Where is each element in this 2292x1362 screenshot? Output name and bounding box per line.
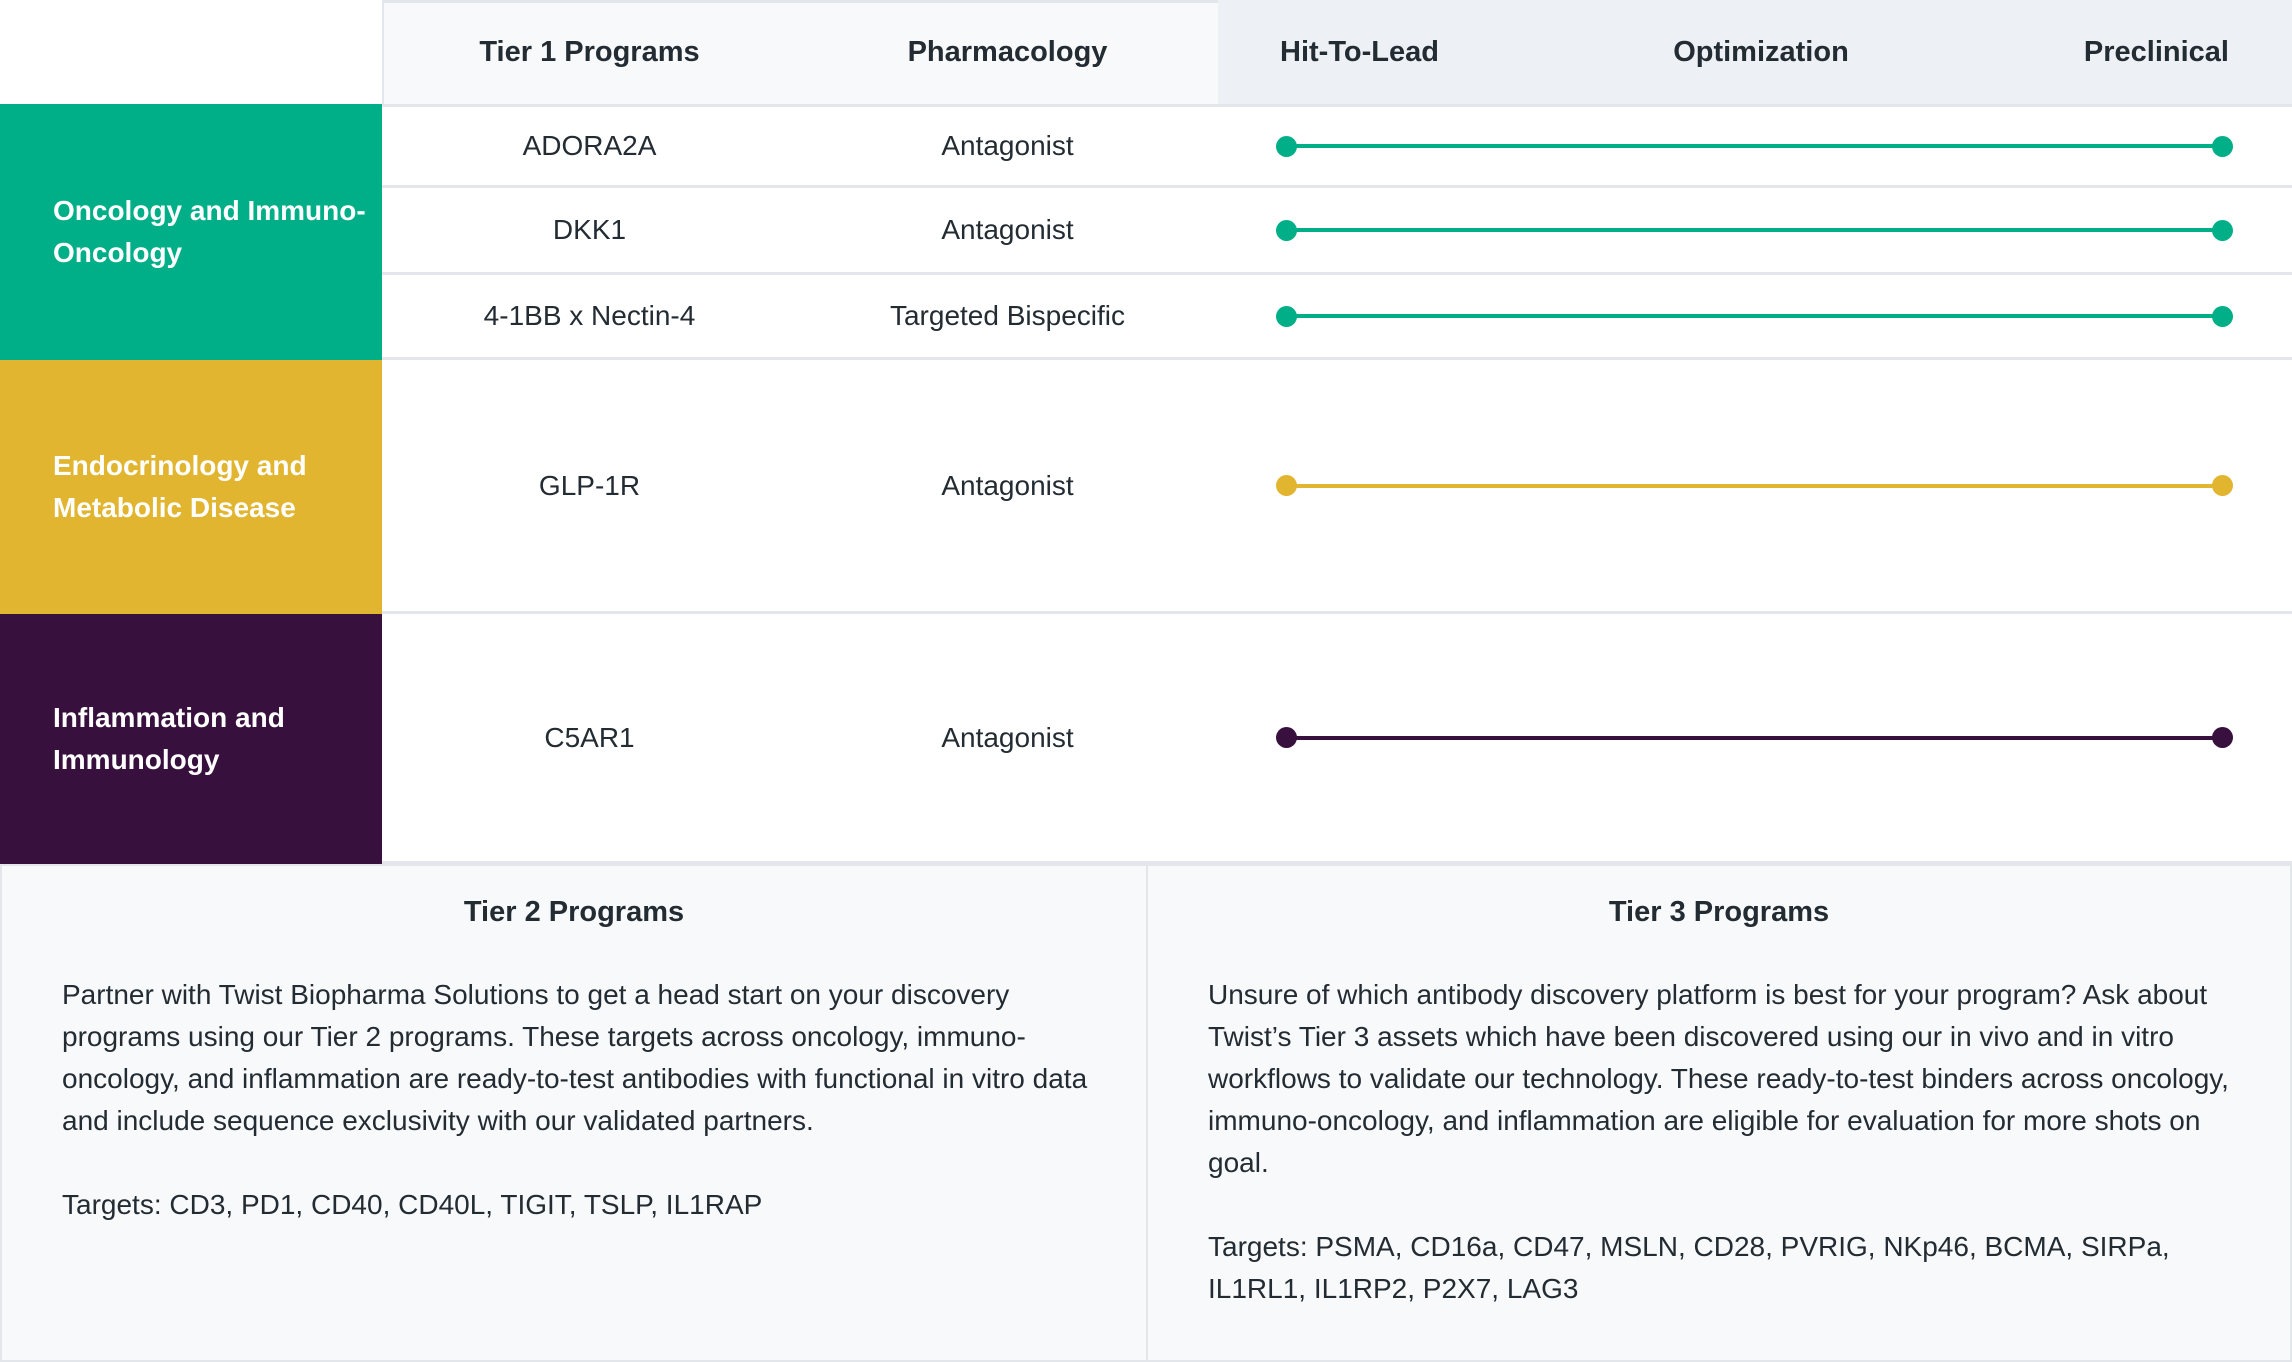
start-dot	[1276, 305, 1297, 327]
group-oncology: Oncology and Immuno-Oncology	[0, 104, 382, 360]
header-stage-hit-to-lead: Hit-To-Lead	[1280, 36, 1439, 68]
end-dot	[2212, 727, 2233, 748]
tier2-panel: Tier 2 Programs Partner with Twist Bioph…	[0, 864, 1148, 1362]
tier2-targets: Targets: CD3, PD1, CD40, CD40L, TIGIT, T…	[62, 1189, 763, 1220]
progress-line	[1286, 735, 2222, 740]
program-pharmacology: Antagonist	[941, 469, 1074, 501]
start-dot	[1276, 219, 1297, 241]
header-pharmacology: Pharmacology	[907, 36, 1108, 68]
tier2-description: Partner with Twist Biopharma Solutions t…	[62, 979, 1088, 1136]
table-header-programs	[382, 0, 1218, 104]
header-stage-preclinical: Preclinical	[2083, 36, 2229, 68]
table-row: GLP-1R Antagonist	[382, 360, 2292, 614]
tier3-description: Unsure of which antibody discovery platf…	[1208, 979, 2229, 1178]
program-pharmacology: Antagonist	[941, 721, 1074, 753]
program-name: C5AR1	[544, 721, 635, 753]
end-dot	[2212, 135, 2233, 157]
tier3-panel: Tier 3 Programs Unsure of which antibody…	[1146, 864, 2292, 1362]
tier3-targets: Targets: PSMA, CD16a, CD47, MSLN, CD28, …	[1208, 1231, 2170, 1304]
group-endocrinology: Endocrinology and Metabolic Disease	[0, 360, 382, 614]
tier3-title: Tier 3 Programs	[1608, 896, 1830, 928]
start-dot	[1276, 475, 1297, 496]
program-pharmacology: Targeted Bispecific	[889, 300, 1125, 331]
progress-line	[1286, 228, 2222, 232]
program-pharmacology: Antagonist	[941, 214, 1074, 245]
header-stage-optimization: Optimization	[1673, 36, 1849, 68]
program-name: ADORA2A	[522, 130, 657, 161]
progress-line	[1286, 144, 2222, 148]
end-dot	[2212, 305, 2233, 327]
end-dot	[2212, 475, 2233, 496]
start-dot	[1276, 727, 1297, 748]
table-header-stages	[1218, 0, 2292, 104]
start-dot	[1276, 135, 1297, 157]
program-pharmacology: Antagonist	[941, 130, 1074, 161]
table-row: DKK1 Antagonist	[382, 188, 2292, 275]
table-row: 4-1BB x Nectin-4 Targeted Bispecific	[382, 275, 2292, 360]
header-tier1-programs: Tier 1 Programs	[479, 36, 700, 68]
tier2-title: Tier 2 Programs	[463, 896, 685, 928]
program-name: DKK1	[552, 214, 627, 245]
progress-line	[1286, 314, 2222, 318]
progress-line	[1286, 483, 2222, 488]
end-dot	[2212, 219, 2233, 241]
program-name: 4-1BB x Nectin-4	[483, 300, 696, 331]
program-name: GLP-1R	[538, 469, 641, 501]
group-inflammation: Inflammation and Immunology	[0, 614, 382, 864]
table-row: ADORA2A Antagonist	[382, 104, 2292, 188]
table-row: C5AR1 Antagonist	[382, 614, 2292, 864]
